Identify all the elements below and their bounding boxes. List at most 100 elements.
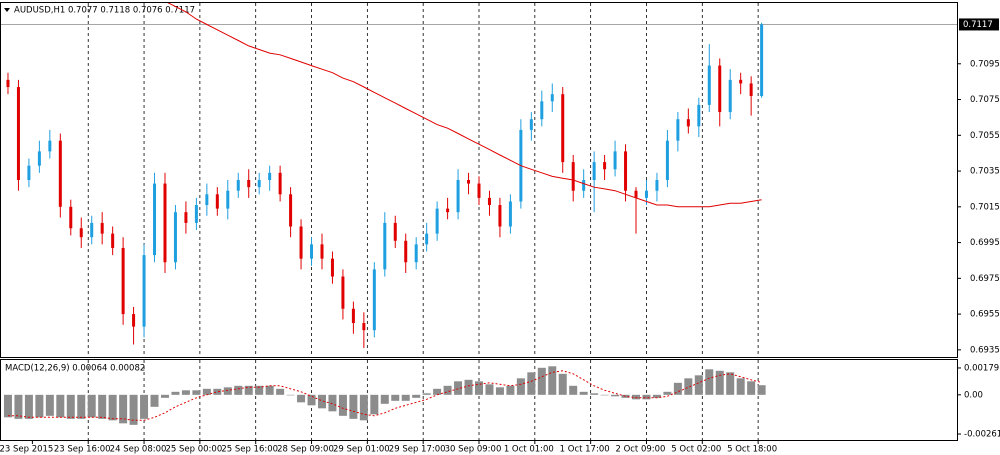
candle-body xyxy=(215,194,219,209)
indicator-title: MACD(12,26,9) 0.00064 0.00082 xyxy=(5,364,145,374)
macd-bar xyxy=(370,394,379,415)
macd-bar xyxy=(464,379,473,395)
macd-bar xyxy=(171,391,180,395)
x-tick-label: 1 Oct 17:00 xyxy=(560,445,610,455)
macd-bar xyxy=(694,375,703,395)
candle-body xyxy=(351,308,355,324)
candle-body xyxy=(540,101,544,120)
candle-body xyxy=(749,83,753,96)
candle-body xyxy=(728,79,732,113)
candle-body xyxy=(153,183,157,256)
macd-bar xyxy=(454,381,463,395)
candle-body xyxy=(257,180,261,188)
candle-body xyxy=(414,244,418,263)
x-tick-label: 29 Sep 01:00 xyxy=(333,445,390,455)
macd-bar xyxy=(359,394,368,421)
candle-body xyxy=(760,24,764,96)
candle-body xyxy=(320,244,324,259)
macd-bar xyxy=(495,387,504,395)
macd-bar xyxy=(443,385,452,395)
candle-body xyxy=(194,205,198,223)
macd-bar xyxy=(45,394,54,416)
candle-body xyxy=(121,247,125,315)
macd-bar xyxy=(747,381,756,395)
x-tick-label: 28 Sep 09:00 xyxy=(277,445,334,455)
y-tick-label: 0.6955 xyxy=(970,310,1000,320)
candle-body xyxy=(184,212,188,223)
macd-bar xyxy=(140,394,149,419)
candle-body xyxy=(676,119,680,141)
candle-body xyxy=(205,194,209,206)
candle-body xyxy=(310,244,314,259)
macd-bar xyxy=(705,369,714,395)
candle-body xyxy=(247,180,251,188)
macd-bar xyxy=(548,366,557,395)
macd-bar xyxy=(244,385,253,395)
macd-bar xyxy=(516,378,525,395)
candle-body xyxy=(697,104,701,127)
macd-bar xyxy=(621,394,630,398)
candle-body xyxy=(665,140,669,180)
x-tick-label: 24 Sep 08:00 xyxy=(110,445,167,455)
candle-body xyxy=(498,205,502,227)
candle-body xyxy=(561,94,565,163)
macd-bar xyxy=(276,388,285,395)
candle-body xyxy=(142,255,146,327)
candle-body xyxy=(613,151,617,170)
macd-bar xyxy=(663,391,672,395)
macd-bar xyxy=(119,394,128,424)
macd-bar xyxy=(611,394,620,397)
macd-signal xyxy=(8,370,762,421)
y-tick-label: -0.00261 xyxy=(964,429,1000,439)
candle-body xyxy=(529,119,533,130)
candle-body xyxy=(37,151,41,166)
candle-body xyxy=(655,180,659,191)
menu-icon[interactable] xyxy=(4,8,10,12)
candle-body xyxy=(603,162,607,170)
y-tick-label: 0.7075 xyxy=(970,95,1000,105)
x-tick-label: 25 Sep 00:00 xyxy=(166,445,223,455)
macd-bar xyxy=(600,394,609,396)
macd-bar xyxy=(527,372,536,395)
candle-body xyxy=(425,233,429,245)
x-tick-label: 5 Oct 18:00 xyxy=(727,445,777,455)
macd-bar xyxy=(673,382,682,395)
macd-bar xyxy=(108,394,117,421)
macd-bar xyxy=(56,394,65,418)
candles xyxy=(1,3,957,349)
macd-bar xyxy=(24,394,33,419)
candle-body xyxy=(707,65,711,105)
candle-body xyxy=(383,222,387,270)
candle-body xyxy=(487,197,491,206)
candle-body xyxy=(111,233,115,248)
candle-body xyxy=(393,222,397,241)
candle-body xyxy=(289,194,293,227)
macd-bar xyxy=(736,378,745,395)
y-tick-label: 0.00179 xyxy=(964,363,999,373)
macd-bar xyxy=(213,388,222,395)
candle-body xyxy=(686,119,690,127)
macd-bar xyxy=(181,390,190,395)
macd-bar xyxy=(338,394,347,416)
macd-bar xyxy=(98,394,107,419)
candle-body xyxy=(739,79,743,84)
candle-body xyxy=(550,94,554,102)
macd-bar xyxy=(632,394,641,400)
macd-bar xyxy=(3,394,12,418)
moving-average xyxy=(167,3,762,208)
macd-bar xyxy=(590,393,599,395)
macd-bar xyxy=(234,385,243,395)
candle-body xyxy=(624,151,628,191)
candle-body xyxy=(132,314,136,327)
macd-panel xyxy=(0,359,958,441)
candle-body xyxy=(299,226,303,259)
macd-bar xyxy=(349,394,358,419)
macd-bar xyxy=(391,394,400,401)
macd-bar xyxy=(317,394,326,409)
macd-bar xyxy=(569,385,578,395)
candle-body xyxy=(634,190,638,198)
candle-body xyxy=(100,222,104,234)
macd-bar xyxy=(433,388,442,395)
macd-bar xyxy=(684,378,693,395)
